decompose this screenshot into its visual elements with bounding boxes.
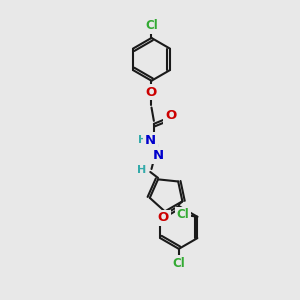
Text: N: N: [152, 149, 164, 162]
Text: O: O: [165, 109, 176, 122]
Text: H: H: [138, 135, 147, 145]
Text: H: H: [137, 165, 146, 175]
Text: Cl: Cl: [145, 19, 158, 32]
Text: O: O: [146, 85, 157, 98]
Text: O: O: [158, 212, 169, 224]
Text: N: N: [145, 134, 156, 147]
Text: Cl: Cl: [172, 257, 185, 270]
Text: Cl: Cl: [176, 208, 189, 221]
